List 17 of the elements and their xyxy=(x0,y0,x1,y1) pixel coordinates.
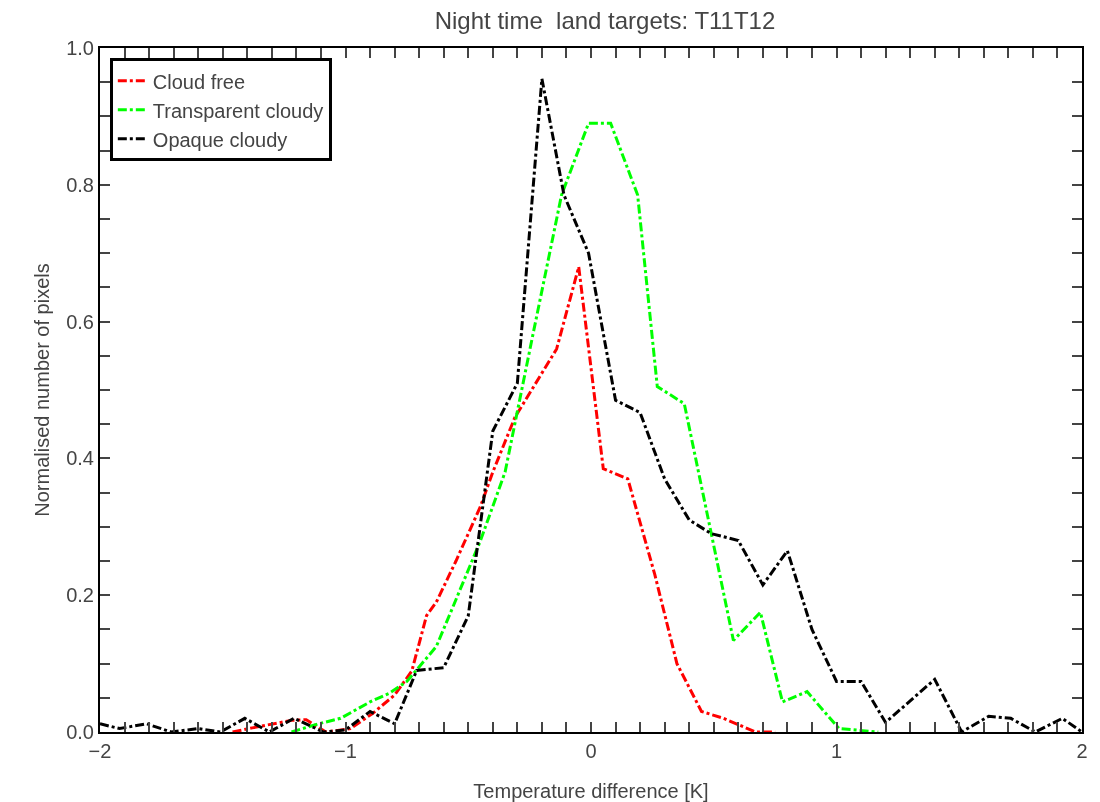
chart-title: Night time land targets: T11T12 xyxy=(434,6,776,34)
legend-label: Transparent cloudy xyxy=(152,99,324,122)
y-tick-label: 0.6 xyxy=(66,310,94,333)
y-tick-label: 0.8 xyxy=(66,173,94,196)
y-axis-title: Normalised number of pixels xyxy=(31,263,53,517)
x-tick-label: 0 xyxy=(585,740,597,762)
x-tick-label: 2 xyxy=(1076,740,1088,762)
y-tick-label: 0.0 xyxy=(66,721,94,743)
x-tick-label: −1 xyxy=(334,740,357,762)
y-tick-label: 0.4 xyxy=(66,447,94,470)
y-tick-label: 0.2 xyxy=(66,584,94,607)
legend-label: Cloud free xyxy=(152,70,246,93)
x-tick-label: 1 xyxy=(830,740,843,762)
y-tick-label: 1.0 xyxy=(66,37,94,59)
x-tick-label: −2 xyxy=(88,740,112,762)
legend-label: Opaque cloudy xyxy=(152,128,288,151)
x-axis-title: Temperature difference [K] xyxy=(473,780,709,802)
